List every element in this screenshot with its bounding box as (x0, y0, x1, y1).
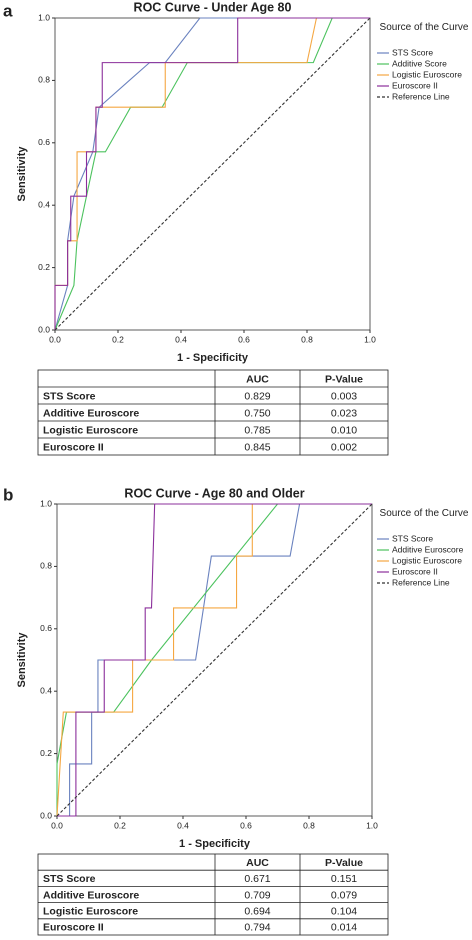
reference-line (54, 17, 371, 331)
table-row-label: STS Score (43, 390, 96, 402)
table-cell: 0.671 (244, 873, 270, 885)
table-cell: 0.023 (331, 407, 357, 419)
y-axis-label: Sensitivity (16, 146, 28, 202)
x-tick-label: 0.0 (49, 334, 61, 344)
legend-label: Reference Line (392, 577, 450, 587)
roc-curve (56, 503, 372, 817)
table-cell: 0.104 (331, 905, 357, 917)
panel-label: a (3, 1, 13, 20)
y-tick-label: 0.6 (38, 137, 50, 147)
y-tick-label: 0.0 (40, 810, 52, 820)
table-row-label: Additive Euroscore (43, 889, 139, 901)
y-tick-label: 0.6 (40, 623, 52, 633)
legend-label: Additive Euroscore (392, 544, 464, 554)
x-tick-label: 0.4 (175, 334, 187, 344)
table-cell: 0.709 (244, 889, 270, 901)
legend-label: Euroscore II (392, 80, 438, 90)
legend-title: Source of the Curve (379, 22, 469, 33)
legend-label: Logistic Euroscore (392, 69, 462, 79)
table-frame (37, 369, 389, 456)
y-tick-label: 1.0 (38, 12, 50, 22)
table-header: P-Value (325, 373, 363, 385)
table-row-label: Euroscore II (43, 441, 104, 453)
y-tick-label: 0.2 (40, 748, 52, 758)
table-cell: 0.750 (244, 407, 270, 419)
x-tick-label: 0.6 (240, 820, 252, 830)
reference-line (56, 503, 373, 817)
table-cell: 0.010 (331, 424, 357, 436)
x-tick-label: 1.0 (366, 820, 378, 830)
legend-label: Euroscore II (392, 566, 438, 576)
table-row-label: Additive Euroscore (43, 407, 139, 419)
y-tick-label: 0.4 (38, 199, 50, 209)
y-tick-label: 0.8 (40, 561, 52, 571)
y-tick-label: 0.0 (38, 324, 50, 334)
table-cell: 0.845 (244, 441, 270, 453)
legend-label: Reference Line (392, 91, 450, 101)
table-cell: 0.785 (244, 424, 270, 436)
table-row-label: STS Score (43, 873, 96, 885)
legend-title-box: Source of the Curve (379, 22, 469, 33)
y-tick-label: 0.4 (40, 685, 52, 695)
legend-label: Additive Score (392, 58, 447, 68)
table-header: P-Value (325, 857, 363, 869)
table-cell: 0.151 (331, 873, 357, 885)
table-cell: 0.794 (244, 922, 270, 934)
roc-curve (54, 17, 370, 330)
roc-curve (57, 503, 372, 817)
table-cell: 0.014 (331, 922, 357, 934)
y-tick-label: 1.0 (40, 498, 52, 508)
y-tick-label: 0.8 (38, 75, 50, 85)
table-header: AUC (246, 857, 269, 869)
x-tick-label: 0.0 (51, 820, 63, 830)
table-cell: 0.694 (244, 905, 270, 917)
table-header: AUC (246, 373, 269, 385)
x-axis-label: 1 - Specificity (179, 838, 251, 850)
table-frame (37, 853, 389, 936)
table-cell: 0.003 (331, 390, 357, 402)
x-tick-label: 0.8 (301, 334, 313, 344)
table-row-label: Logistic Euroscore (43, 424, 138, 436)
roc-curve (54, 17, 370, 331)
x-tick-label: 0.4 (177, 820, 189, 830)
chart-title: ROC Curve - Age 80 and Older (124, 486, 304, 500)
legend-label: STS Score (392, 533, 433, 543)
y-axis-label: Sensitivity (16, 632, 28, 688)
panel-label: b (3, 485, 13, 504)
x-tick-label: 1.0 (364, 334, 376, 344)
legend-label: Logistic Euroscore (392, 555, 462, 565)
legend-title: Source of the Curve (379, 508, 469, 519)
legend-label: STS Score (392, 47, 433, 57)
legend-title-box: Source of the Curve (379, 508, 469, 519)
table-cell: 0.829 (244, 390, 270, 402)
table-row-label: Euroscore II (43, 922, 104, 934)
y-tick-label: 0.2 (38, 262, 50, 272)
x-tick-label: 0.8 (303, 820, 315, 830)
table-cell: 0.079 (331, 889, 357, 901)
roc-curve (57, 503, 372, 817)
chart-title: ROC Curve - Under Age 80 (134, 0, 292, 14)
x-axis-label: 1 - Specificity (177, 352, 249, 364)
x-tick-label: 0.6 (238, 334, 250, 344)
table-cell: 0.002 (331, 441, 357, 453)
x-tick-label: 0.2 (114, 820, 126, 830)
x-tick-label: 0.2 (112, 334, 124, 344)
table-row-label: Logistic Euroscore (43, 905, 138, 917)
